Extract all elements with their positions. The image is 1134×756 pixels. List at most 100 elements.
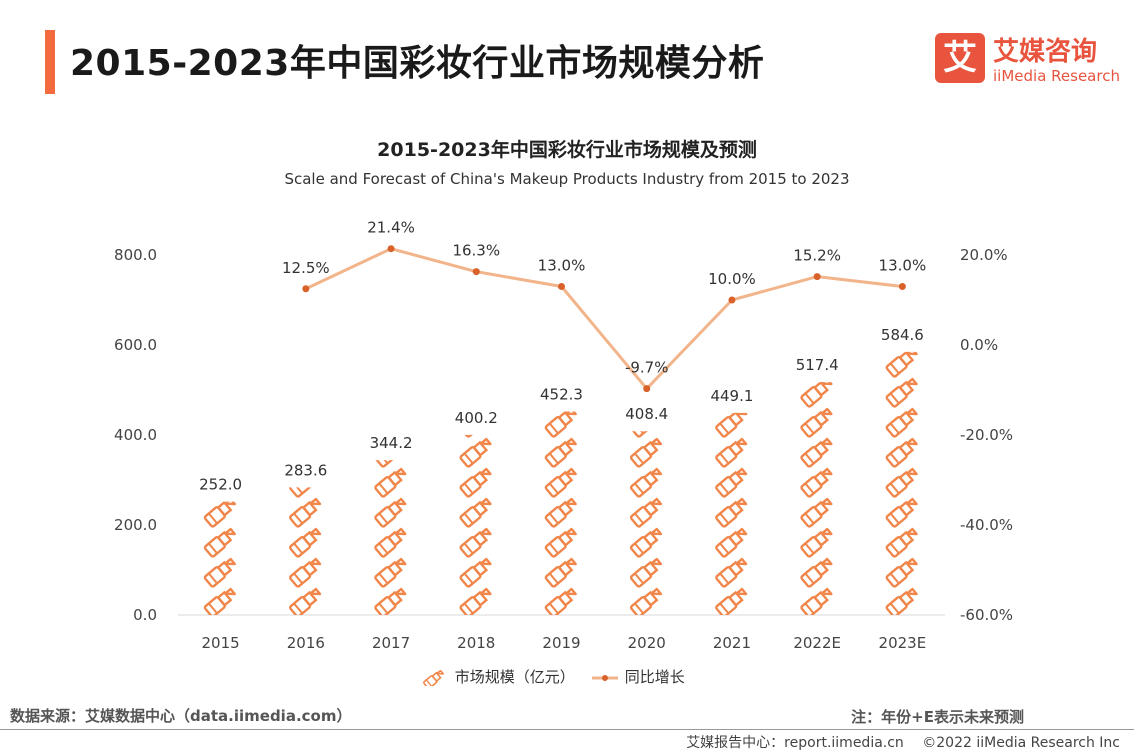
lipstick-icon (884, 585, 921, 615)
lipstick-icon (543, 555, 580, 589)
bar-value-label: 452.3 (540, 385, 583, 403)
lipstick-icon (799, 585, 835, 616)
growth-value-label: 21.4% (367, 219, 415, 237)
lipstick-icon (714, 465, 750, 499)
legend-line-icon (592, 674, 618, 681)
x-tick-label: 2018 (457, 634, 495, 652)
lipstick-icon (714, 525, 750, 559)
growth-point (387, 245, 395, 253)
page-title: 2015-2023年中国彩妆行业市场规模分析 (70, 43, 765, 84)
bar-value-label: 449.1 (710, 387, 753, 405)
bar-2023E (884, 351, 921, 615)
x-tick-label: 2016 (287, 634, 325, 652)
footer-report-center: 艾媒报告中心：report.iimedia.cn (686, 735, 904, 751)
x-tick-label: 2017 (372, 634, 410, 652)
title-accent-bar (45, 30, 55, 94)
lipstick-icon (629, 465, 665, 499)
bar-value-label: 517.4 (796, 356, 839, 374)
lipstick-icon (373, 495, 409, 529)
logo-en-text: iiMedia Research (993, 67, 1120, 85)
growth-value-label: 12.5% (282, 259, 330, 277)
lipstick-icon (202, 585, 239, 616)
lipstick-icon (458, 495, 494, 529)
y-left-tick-label: 800.0 (114, 246, 157, 264)
lipstick-icon (202, 501, 239, 529)
growth-value-label: -9.7% (625, 359, 669, 377)
bar-value-label: 400.2 (455, 409, 498, 427)
logo-mark: 艾 (935, 33, 985, 83)
growth-point (302, 285, 310, 293)
lipstick-icon (799, 555, 835, 589)
lipstick-icon (799, 525, 835, 559)
lipstick-icon (458, 555, 494, 589)
x-tick-label: 2019 (542, 634, 580, 652)
y-right-tick-label: 0.0% (960, 336, 998, 354)
lipstick-icon (543, 495, 580, 529)
lipstick-icon (629, 435, 665, 469)
legend-label-market-size: 市场规模（亿元） (454, 668, 575, 686)
lipstick-icon (714, 435, 750, 469)
bar-2021 (714, 412, 750, 615)
forecast-note: 注：年份+E表示未来预测 (851, 708, 1024, 726)
lipstick-icon (458, 435, 494, 469)
lipstick-icon (884, 465, 921, 499)
bar-value-label: 252.0 (199, 476, 242, 494)
lipstick-icon (458, 525, 494, 559)
lipstick-icon (884, 405, 921, 439)
lipstick-icon (288, 525, 324, 559)
lipstick-icon (799, 435, 835, 469)
lipstick-icon (460, 377, 493, 408)
lipstick-icon (884, 351, 921, 379)
growth-value-label: 16.3% (452, 242, 500, 260)
y-left-tick-label: 200.0 (114, 516, 157, 534)
lipstick-icon (373, 525, 409, 559)
lipstick-icon (288, 495, 324, 529)
bar-value-label: 283.6 (284, 461, 327, 479)
bar-value-label: 408.4 (625, 405, 668, 423)
lipstick-icon (543, 435, 580, 469)
combo-chart: 0.0 200.0 400.0 600.0 800.0 -60.0% -40.0% -20.0… (114, 219, 1013, 652)
lipstick-icon (629, 555, 665, 589)
lipstick-icon (202, 525, 239, 559)
growth-value-label: 15.2% (793, 247, 841, 265)
growth-value-label: 13.0% (879, 257, 927, 275)
data-source: 数据来源：艾媒数据中心（data.iimedia.com） (10, 707, 352, 725)
lipstick-icon (799, 405, 835, 439)
growth-point (558, 283, 565, 290)
footer-divider (0, 729, 1134, 730)
lipstick-icon (714, 555, 750, 589)
growth-point (898, 283, 906, 290)
y-right-tick-label: -60.0% (960, 606, 1013, 624)
legend-lipstick-icon (422, 667, 446, 690)
y-left-tick-label: 0.0 (133, 606, 157, 624)
bar-2019 (543, 411, 580, 615)
y-right-tick-label: -20.0% (960, 426, 1013, 444)
lipstick-icon (884, 525, 921, 559)
growth-point (643, 385, 651, 393)
growth-line (305, 247, 903, 391)
chart-subtitle: Scale and Forecast of China's Makeup Pro… (284, 170, 850, 188)
lipstick-icon (288, 555, 324, 589)
footer-copyright: ©2022 iiMedia Research Inc (922, 735, 1120, 751)
bar-value-label: 344.2 (370, 434, 413, 452)
lipstick-icon (373, 465, 409, 499)
lipstick-icon (884, 375, 921, 409)
x-tick-label: 2015 (202, 634, 240, 652)
lipstick-icon (799, 495, 835, 529)
lipstick-icon (629, 585, 665, 615)
lipstick-icon (714, 585, 750, 615)
iimedia-logo: 艾 艾媒咨询 iiMedia Research (935, 33, 1120, 87)
legend-item-growth: 同比增长 (590, 666, 685, 687)
y-right-tick-label: -40.0% (960, 516, 1013, 534)
legend-item-market-size: 市场规模（亿元） (420, 666, 575, 690)
chart-title: 2015-2023年中国彩妆行业市场规模及预测 (377, 139, 757, 161)
x-tick-label: 2020 (628, 634, 666, 652)
lipstick-icon (884, 435, 921, 469)
footer: 艾媒报告中心：report.iimedia.cn ©2022 iiMedia R… (672, 732, 1120, 752)
x-tick-label: 2023E (879, 634, 927, 652)
lipstick-icon (629, 495, 665, 529)
growth-point (728, 296, 736, 304)
lipstick-icon (799, 465, 835, 499)
lipstick-icon (884, 555, 921, 589)
lipstick-icon (202, 555, 239, 589)
